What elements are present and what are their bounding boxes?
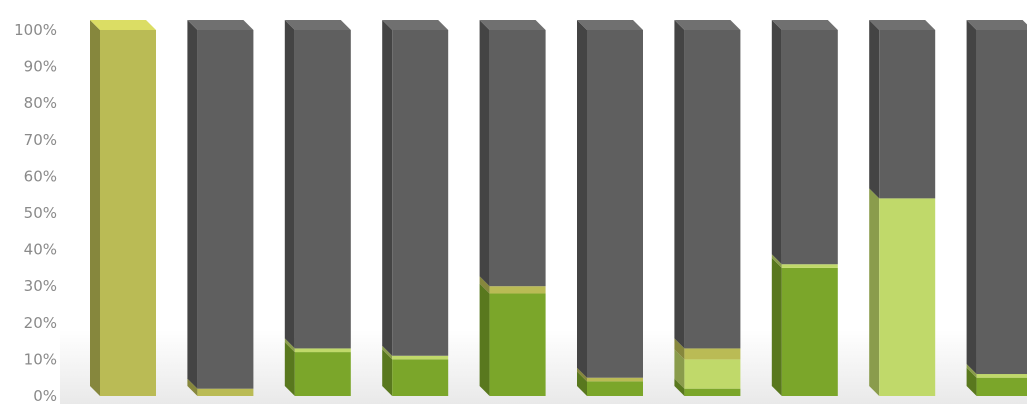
bar-segment-side [771, 254, 782, 268]
bar-segment [294, 348, 351, 353]
y-tick-label: 90% [24, 58, 57, 76]
bar-segment-side [869, 188, 880, 396]
bar-stack [382, 20, 449, 396]
bar-segment [781, 264, 838, 268]
bar-segment-side [382, 349, 393, 396]
bar-top-face [674, 20, 741, 30]
bar-segment [587, 30, 643, 378]
bar-segment-side [479, 20, 490, 287]
bar-top-face [479, 20, 546, 30]
y-tick-label: 80% [24, 94, 57, 112]
bar-segment [976, 374, 1027, 378]
bar-segment [197, 388, 254, 396]
bar-segment-side [577, 20, 587, 378]
bar-segment-side [674, 20, 685, 349]
bar-segment [489, 30, 546, 287]
bar-segment [879, 30, 936, 199]
bar-top-face [284, 20, 351, 30]
bar-stack [187, 20, 254, 396]
bar-segment [294, 352, 351, 396]
bar-segment-side [479, 276, 490, 294]
bar-segment [781, 30, 838, 265]
bar-top-face [577, 20, 643, 30]
bar-segment [684, 30, 741, 349]
bar-stack [771, 20, 838, 396]
bar-stack [674, 20, 741, 396]
bar-segment-side [382, 345, 393, 360]
bar-segment [392, 30, 449, 356]
bar-segment [587, 381, 643, 396]
bar-segment-side [577, 367, 587, 382]
bar-segment-side [771, 20, 782, 265]
y-tick-label: 60% [24, 167, 57, 185]
y-tick-label: 50% [24, 204, 57, 222]
bar-segment-side [284, 342, 295, 396]
bar-segment [587, 377, 643, 382]
bar-stack [284, 20, 351, 396]
y-tick-label: 30% [24, 277, 57, 295]
y-tick-label: 10% [24, 350, 57, 368]
bar-top-face [966, 20, 1027, 30]
bar-top-face [382, 20, 449, 30]
bar-segment-side [869, 20, 880, 199]
bar-segment [976, 30, 1027, 375]
y-tick-label: 40% [24, 241, 57, 259]
bar-segment [294, 30, 351, 349]
bar-segment [392, 355, 449, 360]
bar-top-face [869, 20, 936, 30]
bar-top-face [187, 20, 254, 30]
bar-segment-side [966, 20, 977, 375]
bar-segment [489, 286, 546, 294]
bar-segment [392, 359, 449, 396]
bar-stack [479, 20, 546, 396]
bar-segment-side [577, 371, 587, 396]
bars-group [90, 20, 1027, 396]
bar-segment-side [284, 338, 295, 353]
bar-segment-side [771, 257, 782, 396]
bar-segment [684, 348, 741, 360]
bar-segment-side [187, 378, 198, 396]
bar-stack [90, 20, 156, 396]
bar-segment [781, 267, 838, 396]
bar-segment [879, 198, 936, 396]
bar-segment [100, 30, 156, 396]
bar-segment-side [674, 338, 685, 360]
bar-segment [684, 388, 741, 396]
bar-top-face [90, 20, 156, 30]
bar-segment [976, 377, 1027, 396]
y-tick-label: 100% [14, 21, 57, 39]
bar-segment-side [382, 20, 393, 356]
y-axis: 0% 10% 20% 30% 40% 50% 60% 70% 80% 90% 100% [14, 21, 57, 404]
bar-segment-side [966, 367, 977, 396]
bar-stack [966, 20, 1027, 396]
bar-segment-side [674, 378, 685, 396]
bar-segment [489, 293, 546, 396]
bar-segment-side [187, 20, 198, 389]
bar-segment [197, 30, 254, 389]
bar-segment [684, 359, 741, 389]
y-tick-label: 20% [24, 314, 57, 332]
bar-segment-side [479, 283, 490, 396]
bar-segment-side [284, 20, 295, 349]
bar-top-face [771, 20, 838, 30]
bar-stack [869, 20, 936, 396]
bar-segment-side [966, 364, 977, 378]
bar-stack [577, 20, 643, 396]
bar-segment-side [90, 20, 100, 396]
y-tick-label: 0% [33, 387, 57, 404]
y-tick-label: 70% [24, 131, 57, 149]
bar-segment-side [674, 349, 685, 389]
